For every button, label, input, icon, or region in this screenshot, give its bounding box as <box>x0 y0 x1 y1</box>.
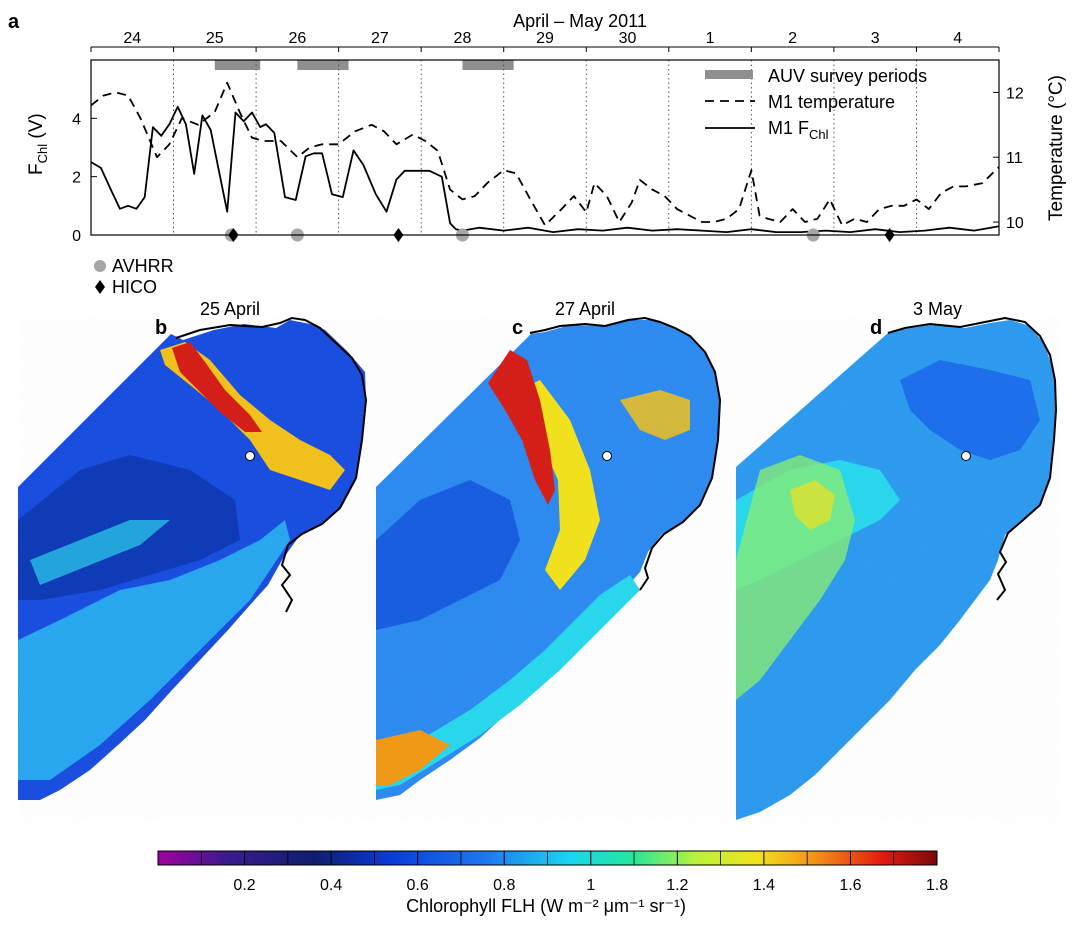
colorbar-tick-label: 0.2 <box>233 877 255 894</box>
left-axis: 0 2 4 <box>72 111 97 245</box>
right-axis: 10 11 12 <box>993 85 1024 232</box>
auv-survey-bar <box>215 60 260 70</box>
colorbar-tick-label: 1 <box>586 877 595 894</box>
auv-periods <box>215 60 514 70</box>
top-axis-tick-label: 3 <box>871 30 880 47</box>
right-axis-title: Temperature (°C) <box>1046 75 1067 221</box>
chart-title: April – May 2011 <box>513 11 647 31</box>
left-axis-title: FChl (V) <box>26 113 50 175</box>
colorbar-label: Chlorophyll FLH (W m⁻² μm⁻¹ sr⁻¹) <box>406 896 686 916</box>
top-axis-tick-label: 28 <box>454 30 472 47</box>
right-axis-tick-label: 12 <box>1006 85 1024 102</box>
avhrr-legend-symbol <box>94 260 106 272</box>
colorbar-tick-label: 0.6 <box>407 877 429 894</box>
top-axis-tick-label: 29 <box>536 30 554 47</box>
legend-label-temp: M1 temperature <box>768 92 895 112</box>
hico-legend-symbol <box>95 280 105 294</box>
colorbar-tick-label: 1.6 <box>839 877 861 894</box>
legend-label-fchl: M1 FChl <box>768 118 829 142</box>
colorbar-tick-label: 1.4 <box>753 877 775 894</box>
auv-survey-bar <box>462 60 513 70</box>
fchl-line <box>91 107 999 232</box>
colorbar-tick-label: 1.8 <box>926 877 948 894</box>
left-axis-tick-label: 0 <box>72 228 81 245</box>
auv-survey-bar <box>297 60 348 70</box>
panel-label-a: a <box>8 11 20 33</box>
top-axis-tick-label: 4 <box>953 30 962 47</box>
hico-legend-label: HICO <box>112 277 157 297</box>
top-axis-tick-label: 30 <box>619 30 637 47</box>
top-axis-tick-label: 25 <box>206 30 224 47</box>
marker-legend: AVHRR HICO <box>94 256 174 297</box>
legend-label-auv: AUV survey periods <box>768 66 927 86</box>
top-axis-tick-label: 1 <box>706 30 715 47</box>
avhrr-legend-label: AVHRR <box>112 256 174 276</box>
map-c-date: 27 April <box>555 299 615 319</box>
legend-swatch-auv <box>705 70 753 79</box>
right-axis-tick-label: 11 <box>1006 150 1023 167</box>
top-axis-tick-label: 24 <box>123 30 141 47</box>
left-axis-tick-label: 2 <box>72 170 81 187</box>
colorbar-tick-label: 0.8 <box>493 877 515 894</box>
right-axis-tick-label: 10 <box>1006 215 1024 232</box>
map-texture <box>18 318 1058 822</box>
left-axis-tick-label: 4 <box>72 111 81 128</box>
top-axis-tick-label: 26 <box>288 30 306 47</box>
day-gridlines <box>174 60 917 235</box>
top-axis-tick-label: 27 <box>371 30 389 47</box>
colorbar-tick-label: 1.2 <box>666 877 688 894</box>
top-axis-tick-label: 2 <box>788 30 797 47</box>
top-axis: 24 25 26 27 28 29 30 1 2 3 4 <box>91 30 999 52</box>
map-d-date: 3 May <box>913 299 962 319</box>
legend: AUV survey periods M1 temperature M1 FCh… <box>705 66 927 142</box>
colorbar-tick-label: 0.4 <box>320 877 342 894</box>
map-b-date: 25 April <box>200 299 260 319</box>
